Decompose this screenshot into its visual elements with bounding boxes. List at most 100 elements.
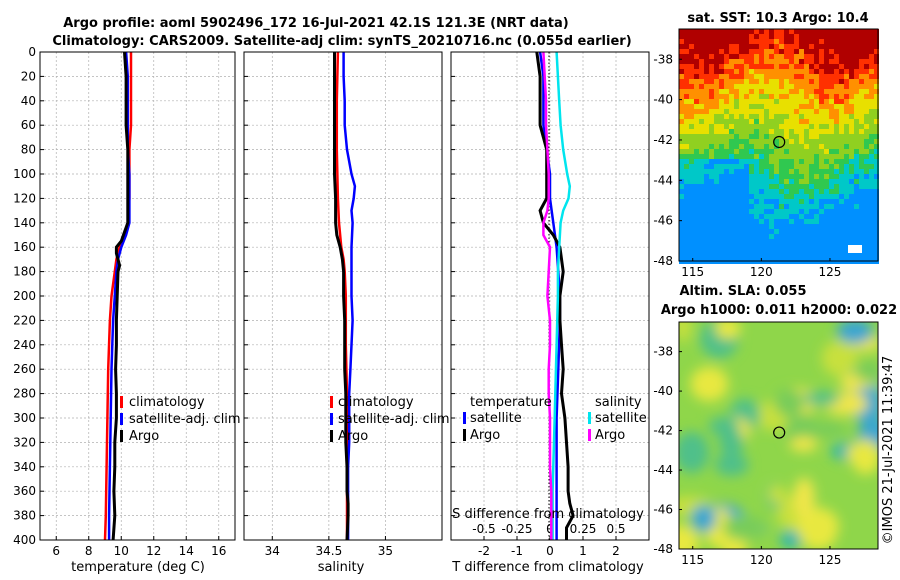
sst-pixel bbox=[834, 214, 839, 219]
sst-pixel bbox=[784, 39, 789, 44]
sst-pixel bbox=[869, 89, 874, 94]
sst-pixel bbox=[844, 84, 849, 89]
sst-pixel bbox=[754, 134, 759, 139]
sst-pixel bbox=[719, 219, 724, 224]
sst-pixel bbox=[754, 114, 759, 119]
sst-pixel bbox=[834, 99, 839, 104]
sst-pixel bbox=[689, 194, 694, 199]
sst-pixel bbox=[699, 49, 704, 54]
difference-t-label: T difference from climatology bbox=[451, 560, 644, 575]
sst-pixel bbox=[744, 249, 749, 254]
sst-pixel bbox=[849, 169, 854, 174]
sst-pixel bbox=[834, 39, 839, 44]
sst-pixel bbox=[729, 204, 734, 209]
sst-pixel bbox=[864, 174, 869, 179]
sla-blob bbox=[790, 437, 818, 452]
sst-pixel bbox=[829, 184, 834, 189]
sst-pixel bbox=[789, 59, 794, 64]
sst-pixel bbox=[849, 214, 854, 219]
sst-pixel bbox=[809, 59, 814, 64]
sst-pixel bbox=[744, 139, 749, 144]
sst-pixel bbox=[759, 239, 764, 244]
sst-pixel bbox=[714, 149, 719, 154]
sst-pixel bbox=[739, 234, 744, 239]
sst-pixel bbox=[724, 174, 729, 179]
sst-pixel bbox=[854, 164, 859, 169]
sst-pixel bbox=[709, 199, 714, 204]
figure-title-line2: Climatology: CARS2009. Satellite-adj cli… bbox=[52, 34, 631, 49]
sst-pixel bbox=[739, 184, 744, 189]
sst-pixel bbox=[814, 64, 819, 69]
sst-pixel bbox=[694, 84, 699, 89]
sst-pixel bbox=[839, 69, 844, 74]
sst-pixel bbox=[739, 69, 744, 74]
sst-pixel bbox=[849, 49, 854, 54]
sst-pixel bbox=[764, 104, 769, 109]
sst-pixel bbox=[729, 129, 734, 134]
sst-pixel bbox=[684, 154, 689, 159]
sst-pixel bbox=[819, 49, 824, 54]
sst-pixel bbox=[824, 64, 829, 69]
sst-pixel bbox=[714, 199, 719, 204]
sst-pixel bbox=[689, 119, 694, 124]
sst-pixel bbox=[834, 249, 839, 254]
sst-pixel bbox=[744, 84, 749, 89]
sst-pixel bbox=[844, 139, 849, 144]
sst-pixel bbox=[744, 209, 749, 214]
sst-pixel bbox=[679, 249, 684, 254]
sst-pixel bbox=[864, 179, 869, 184]
sst-pixel bbox=[774, 234, 779, 239]
sst-pixel bbox=[734, 104, 739, 109]
sst-pixel bbox=[794, 94, 799, 99]
sst-pixel bbox=[839, 79, 844, 84]
sst-pixel bbox=[729, 79, 734, 84]
sst-pixel bbox=[759, 49, 764, 54]
sst-pixel bbox=[744, 239, 749, 244]
sst-pixel bbox=[869, 44, 874, 49]
sst-pixel bbox=[839, 129, 844, 134]
sst-pixel bbox=[734, 124, 739, 129]
depth-tick-label: 140 bbox=[13, 216, 36, 230]
sst-pixel bbox=[684, 109, 689, 114]
sst-pixel bbox=[774, 109, 779, 114]
x-tick-label: -2 bbox=[478, 544, 490, 558]
sst-pixel bbox=[794, 99, 799, 104]
sst-pixel bbox=[699, 139, 704, 144]
sst-pixel bbox=[724, 139, 729, 144]
sst-pixel bbox=[704, 254, 709, 259]
sst-pixel bbox=[744, 229, 749, 234]
sst-pixel bbox=[684, 94, 689, 99]
sst-pixel bbox=[754, 109, 759, 114]
sst-pixel bbox=[739, 59, 744, 64]
sst-pixel bbox=[704, 244, 709, 249]
sst-pixel bbox=[864, 34, 869, 39]
sst-pixel bbox=[814, 189, 819, 194]
sst-pixel bbox=[734, 209, 739, 214]
sst-pixel bbox=[679, 194, 684, 199]
sst-pixel bbox=[684, 219, 689, 224]
sst-pixel bbox=[699, 164, 704, 169]
sst-pixel bbox=[779, 254, 784, 259]
sst-pixel bbox=[744, 89, 749, 94]
sst-pixel bbox=[809, 39, 814, 44]
sst-pixel bbox=[774, 84, 779, 89]
sst-pixel bbox=[814, 39, 819, 44]
sst-pixel bbox=[859, 59, 864, 64]
sst-pixel bbox=[764, 74, 769, 79]
sst-pixel bbox=[744, 224, 749, 229]
sst-pixel bbox=[679, 224, 684, 229]
sst-pixel bbox=[769, 239, 774, 244]
sst-pixel bbox=[864, 119, 869, 124]
sst-pixel bbox=[749, 149, 754, 154]
sst-pixel bbox=[789, 194, 794, 199]
sst-pixel bbox=[754, 29, 759, 34]
sst-pixel bbox=[689, 99, 694, 104]
sst-pixel bbox=[749, 129, 754, 134]
sst-pixel bbox=[679, 54, 684, 59]
sst-pixel bbox=[849, 179, 854, 184]
sst-pixel bbox=[729, 234, 734, 239]
sst-pixel bbox=[739, 124, 744, 129]
sst-pixel bbox=[869, 69, 874, 74]
sst-pixel bbox=[734, 44, 739, 49]
sst-pixel bbox=[719, 254, 724, 259]
